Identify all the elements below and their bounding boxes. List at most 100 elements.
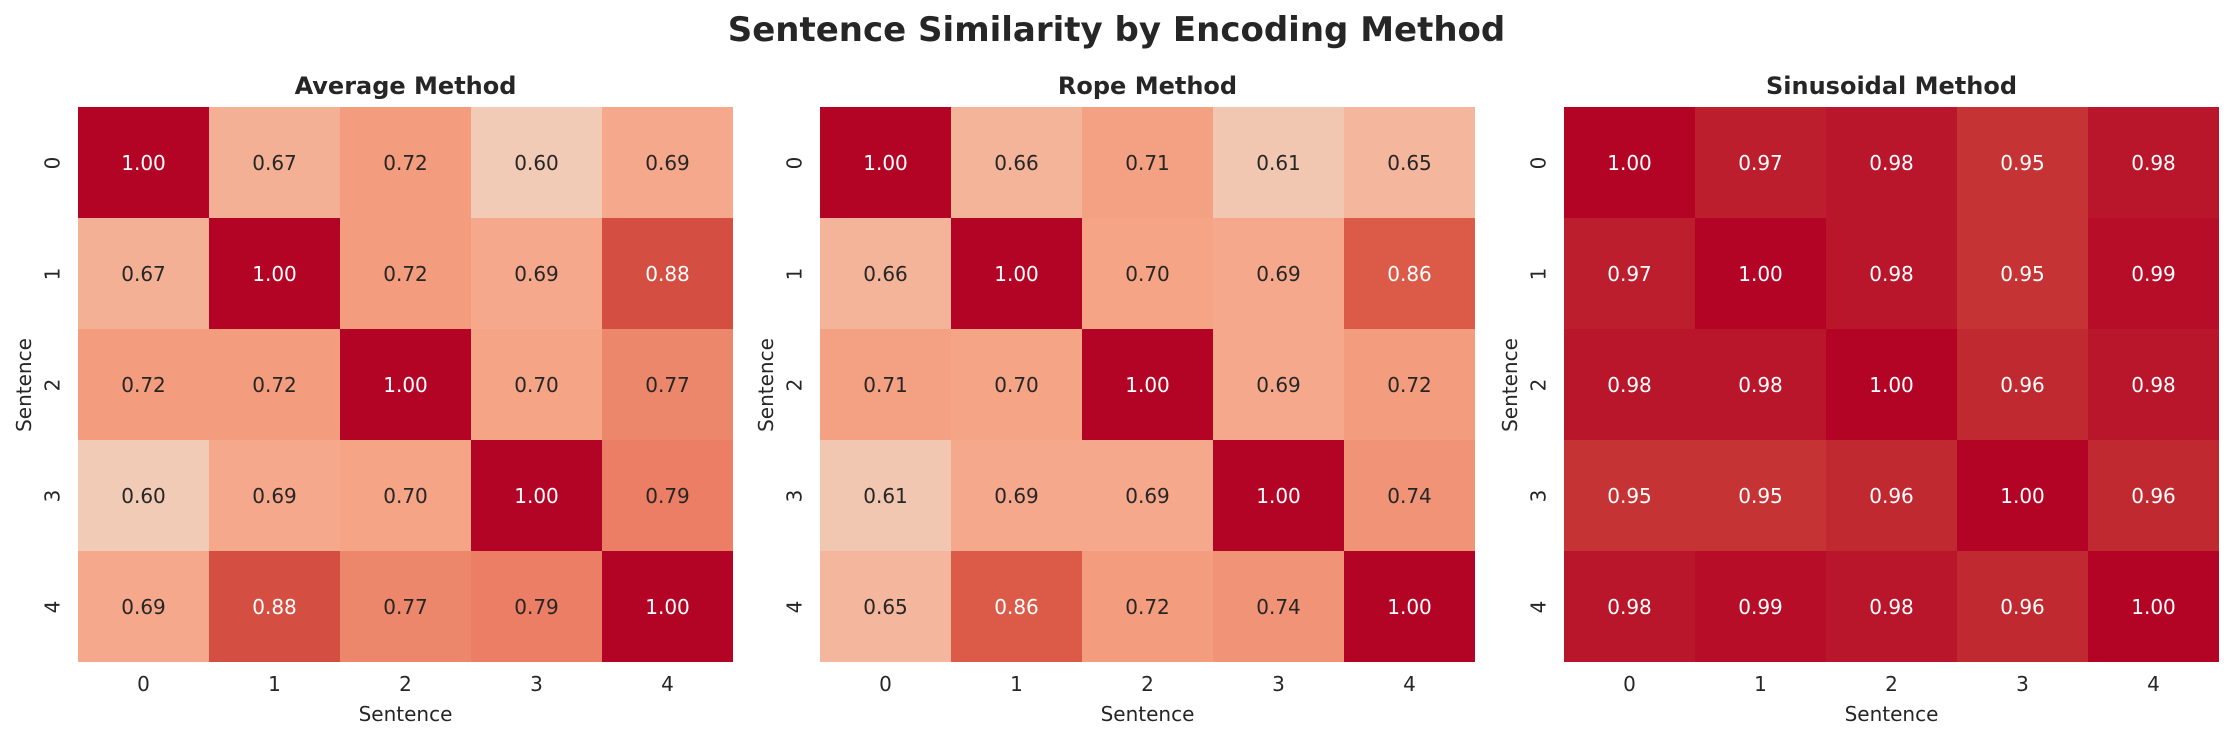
- x-tick-label: 0: [1623, 672, 1636, 696]
- y-tick: 0: [779, 107, 809, 218]
- x-axis-label: Sentence: [358, 702, 453, 726]
- heatmap-cell: 0.69: [78, 551, 209, 662]
- y-tick: 1: [1523, 218, 1553, 329]
- heatmap-cell: 0.70: [1082, 218, 1213, 329]
- figure-title: Sentence Similarity by Encoding Method: [727, 10, 1506, 50]
- heatmap-cell: 0.96: [2088, 440, 2219, 551]
- heatmap-cell: 0.65: [1344, 107, 1475, 218]
- y-tick: 3: [779, 440, 809, 551]
- heatmap-cell: 0.97: [1695, 107, 1826, 218]
- heatmap-cell: 0.65: [820, 551, 951, 662]
- heatmap-cell: 0.77: [602, 329, 733, 440]
- heatmap-cell: 1.00: [209, 218, 340, 329]
- heatmap-cell: 0.66: [820, 218, 951, 329]
- heatmap-cell: 0.95: [1957, 218, 2088, 329]
- x-tick-label: 1: [1010, 672, 1023, 696]
- y-tick: 2: [1523, 329, 1553, 440]
- heatmap-cell: 0.99: [1695, 551, 1826, 662]
- x-tick-label: 4: [661, 672, 674, 696]
- heatmap-cell: 0.61: [1213, 107, 1344, 218]
- heatmap-cell: 0.69: [1082, 440, 1213, 551]
- heatmap-cell: 0.72: [1344, 329, 1475, 440]
- heatmap-cell: 0.69: [209, 440, 340, 551]
- heatmap-grid: 1.00 0.67 0.72 0.60 0.69 0.67 1.00 0.72 0.69 0.88…: [78, 107, 733, 662]
- heatmap-cell: 0.71: [820, 329, 951, 440]
- x-tick-label: 0: [137, 672, 150, 696]
- x-tick-label: 4: [2147, 672, 2160, 696]
- y-tick: 4: [779, 551, 809, 662]
- x-tick-label: 1: [268, 672, 281, 696]
- y-tick: 1: [37, 218, 67, 329]
- heatmap-cell: 0.61: [820, 440, 951, 551]
- heatmap-cell: 0.69: [1213, 218, 1344, 329]
- heatmap-cell: 0.99: [2088, 218, 2219, 329]
- heatmap-panel-rope: Rope Method Sentence 0 1 2 3 4 1.00 0.66 0.71 0.61…: [742, 0, 1489, 740]
- x-tick-label: 3: [2016, 672, 2029, 696]
- y-tick: 3: [37, 440, 67, 551]
- heatmap-cell: 0.69: [951, 440, 1082, 551]
- y-tick-label: 4: [39, 600, 64, 613]
- heatmap-cell: 0.98: [1564, 551, 1695, 662]
- y-tick-label: 3: [781, 489, 806, 502]
- heatmap-cell: 1.00: [340, 329, 471, 440]
- y-tick: 1: [779, 218, 809, 329]
- y-axis-label-text: Sentence: [1498, 337, 1522, 432]
- x-tick-label: 1: [1754, 672, 1767, 696]
- heatmap-cell: 0.98: [2088, 329, 2219, 440]
- heatmap-cell: 0.67: [209, 107, 340, 218]
- heatmap-cell: 0.72: [78, 329, 209, 440]
- heatmap-cell: 0.71: [1082, 107, 1213, 218]
- y-tick: 4: [1523, 551, 1553, 662]
- heatmap-cell: 0.95: [1564, 440, 1695, 551]
- heatmap-cell: 0.79: [471, 551, 602, 662]
- heatmap-panel-average: Average Method Sentence 0 1 2 3 4 1.00 0.67 0.72 0…: [0, 0, 747, 740]
- heatmap-cell: 0.98: [1695, 329, 1826, 440]
- panel-title: Sinusoidal Method: [1765, 72, 2018, 100]
- y-tick-label: 4: [781, 600, 806, 613]
- heatmap-cell: 0.79: [602, 440, 733, 551]
- heatmap-cell: 0.96: [1957, 551, 2088, 662]
- heatmap-cell: 1.00: [78, 107, 209, 218]
- heatmap-cell: 0.74: [1213, 551, 1344, 662]
- heatmap-cell: 0.77: [340, 551, 471, 662]
- heatmap-cell: 0.98: [1826, 218, 1957, 329]
- y-tick-label: 3: [1525, 489, 1550, 502]
- heatmap-cell: 0.60: [471, 107, 602, 218]
- y-tick: 3: [1523, 440, 1553, 551]
- heatmap-cell: 0.88: [602, 218, 733, 329]
- heatmap-cell: 0.72: [340, 218, 471, 329]
- heatmap-cell: 1.00: [951, 218, 1082, 329]
- x-tick-label: 2: [1141, 672, 1154, 696]
- y-tick: 2: [37, 329, 67, 440]
- heatmap-cell: 0.69: [1213, 329, 1344, 440]
- x-axis-label: Sentence: [1844, 702, 1939, 726]
- heatmap-cell: 0.72: [209, 329, 340, 440]
- heatmap-cell: 1.00: [1344, 551, 1475, 662]
- y-tick: 4: [37, 551, 67, 662]
- heatmap-cell: 0.60: [78, 440, 209, 551]
- heatmap-grid: 1.00 0.66 0.71 0.61 0.65 0.66 1.00 0.70 0.69 0.86…: [820, 107, 1475, 662]
- heatmap-cell: 0.74: [1344, 440, 1475, 551]
- y-tick-label: 2: [1525, 378, 1550, 391]
- y-tick-label: 1: [1525, 267, 1550, 280]
- heatmap-cell: 0.69: [602, 107, 733, 218]
- heatmap-cell: 1.00: [2088, 551, 2219, 662]
- panel-title: Average Method: [294, 72, 517, 100]
- y-tick-label: 0: [39, 156, 64, 169]
- heatmap-cell: 0.72: [340, 107, 471, 218]
- heatmap-cell: 0.96: [1957, 329, 2088, 440]
- heatmap-cell: 1.00: [471, 440, 602, 551]
- heatmap-cell: 0.86: [1344, 218, 1475, 329]
- heatmap-cell: 1.00: [1695, 218, 1826, 329]
- heatmap-cell: 1.00: [1213, 440, 1344, 551]
- heatmap-cell: 0.98: [1564, 329, 1695, 440]
- y-tick: 0: [37, 107, 67, 218]
- heatmap-cell: 0.98: [1826, 107, 1957, 218]
- heatmap-cell: 0.88: [209, 551, 340, 662]
- y-axis-label-text: Sentence: [12, 337, 36, 432]
- x-tick-label: 0: [879, 672, 892, 696]
- heatmap-cell: 0.70: [471, 329, 602, 440]
- y-tick-label: 1: [39, 267, 64, 280]
- heatmap-cell: 0.66: [951, 107, 1082, 218]
- heatmap-cell: 0.70: [951, 329, 1082, 440]
